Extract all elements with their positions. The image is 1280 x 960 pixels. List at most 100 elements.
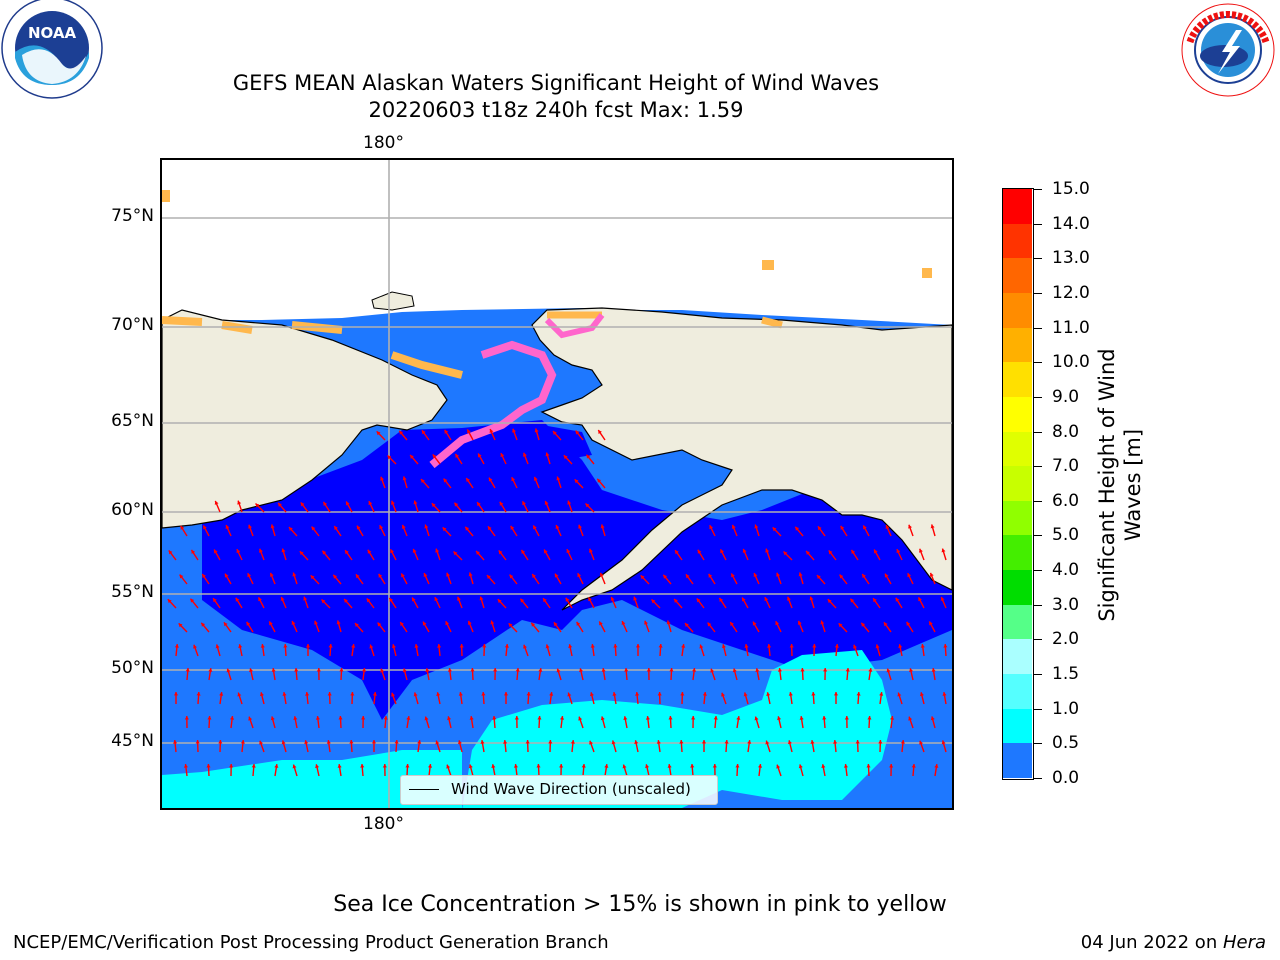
wave-direction-arrowhead — [798, 572, 803, 577]
wave-direction-arrowhead — [720, 549, 724, 554]
wave-direction-arrowhead — [840, 525, 845, 530]
wave-direction-arrowhead — [503, 740, 508, 744]
colorbar-tick — [1034, 431, 1042, 433]
wave-direction-arrowhead — [736, 716, 741, 720]
wave-direction-arrowhead — [839, 574, 844, 579]
wave-direction-arrowhead — [874, 549, 878, 554]
footer-date-text: 04 Jun 2022 on — [1080, 932, 1223, 953]
wave-direction-arrowhead — [621, 621, 626, 626]
legend-line-sample — [409, 789, 439, 790]
wave-direction-arrowhead — [486, 575, 491, 580]
wave-direction-arrowhead — [469, 716, 474, 720]
wave-direction-arrowhead — [423, 573, 428, 578]
wave-direction-arrowhead — [645, 764, 650, 769]
colorbar-segment — [1003, 604, 1032, 640]
wave-direction-arrowhead — [249, 668, 254, 673]
wave-direction-arrowhead — [699, 644, 704, 649]
wave-direction-arrowhead — [391, 692, 396, 697]
colorbar-tick — [1034, 708, 1042, 710]
wave-direction-arrowhead — [421, 430, 426, 435]
wave-direction-arrowhead — [567, 692, 572, 697]
wave-direction-arrowhead — [435, 548, 440, 553]
wave-direction-arrowhead — [833, 740, 838, 744]
footer-branch: NCEP/EMC/Verification Post Processing Pr… — [13, 932, 609, 953]
wave-direction-arrowhead — [942, 692, 947, 696]
wave-direction-arrowhead — [613, 644, 618, 648]
colorbar-segment — [1003, 708, 1032, 744]
wave-direction-arrowhead — [191, 549, 196, 554]
wave-direction-arrowhead — [333, 574, 338, 579]
colorbar-tick-label: 1.5 — [1052, 664, 1080, 685]
wave-direction-arrowhead — [743, 692, 748, 697]
colorbar-tick-label: 14.0 — [1052, 213, 1090, 234]
wave-direction-arrowhead — [604, 764, 609, 768]
legend-label: Wind Wave Direction (unscaled) — [451, 780, 691, 798]
wave-direction-arrowhead — [190, 598, 195, 603]
wave-direction-arrowhead — [356, 525, 361, 530]
wave-direction-arrowhead — [548, 740, 553, 744]
wave-direction-arrowhead — [334, 526, 338, 531]
wave-direction-arrowhead — [413, 500, 418, 505]
wave-direction-arrowhead — [809, 596, 814, 601]
wave-direction-arrowhead — [724, 740, 729, 744]
wave-direction-arrowhead — [367, 549, 372, 554]
wave-direction-arrowhead — [180, 525, 185, 530]
wave-direction-arrowhead — [354, 623, 359, 628]
wave-direction-arrowhead — [895, 597, 900, 602]
wave-direction-arrowhead — [447, 668, 453, 672]
wave-direction-arrowhead — [391, 500, 395, 505]
wave-direction-arrowhead — [446, 572, 451, 577]
wave-direction-arrowhead — [453, 551, 458, 556]
wave-direction-arrowhead — [246, 621, 251, 626]
wave-direction-arrowhead — [798, 764, 803, 769]
wave-direction-arrowhead — [315, 764, 320, 769]
wave-direction-arrowhead — [911, 764, 916, 768]
sea-ice-patch-3 — [162, 190, 170, 202]
wave-direction-arrowhead — [203, 525, 207, 530]
colorbar-tick — [1034, 500, 1042, 502]
wave-direction-arrowhead — [445, 621, 450, 626]
wave-direction-arrowhead — [709, 525, 714, 530]
wave-direction-arrowhead — [708, 573, 713, 578]
colorbar-tick — [1034, 778, 1042, 779]
wave-direction-arrowhead — [658, 644, 663, 648]
wave-direction-arrowhead — [586, 454, 591, 459]
colorbar-tick-label: 5.0 — [1052, 525, 1080, 546]
wave-direction-arrowhead — [269, 572, 274, 577]
wave-direction-arrowhead — [499, 501, 504, 506]
wave-direction-arrowhead — [271, 668, 276, 672]
wave-band-mid — [462, 650, 892, 808]
wave-direction-arrowhead — [492, 716, 497, 720]
graticule — [162, 160, 952, 808]
colorbar-tick — [1034, 362, 1042, 364]
wave-direction-arrowhead — [282, 692, 287, 696]
wave-direction-arrowhead — [777, 716, 782, 721]
wave-direction-arrowhead — [777, 668, 783, 672]
colorbar-tick-label: 10.0 — [1052, 352, 1090, 373]
wave-direction-arrowhead — [747, 740, 752, 744]
colorbar-tick — [1034, 223, 1042, 225]
wave-direction-arrowhead — [251, 764, 256, 768]
wave-direction-arrowhead — [207, 716, 212, 720]
wave-direction-arrowhead — [742, 597, 746, 602]
wave-direction-arrowhead — [270, 524, 275, 529]
wave-direction-arrowhead — [696, 598, 701, 603]
land-alaska — [531, 307, 952, 611]
wave-direction-arrowhead — [487, 526, 492, 531]
wave-direction-arrowhead — [406, 716, 411, 720]
wave-direction-arrowhead — [437, 644, 442, 648]
noaa-logo: NOAA — [0, 0, 104, 100]
wave-direction-arrowhead — [867, 716, 872, 720]
wave-direction-arrowhead — [742, 548, 747, 553]
wave-direction-arrowhead — [556, 668, 561, 673]
wave-direction-arrowhead — [929, 621, 933, 626]
wave-direction-arrowhead — [590, 644, 595, 648]
wave-direction-arrowhead — [336, 620, 341, 625]
noaa-logo-text: NOAA — [28, 24, 77, 42]
wave-direction-arrowhead — [481, 692, 486, 696]
wave-direction-arrowhead — [214, 500, 219, 505]
wave-direction-arrowhead — [402, 668, 407, 673]
wave-direction-arrowhead — [183, 764, 189, 768]
wave-direction-arrowhead — [908, 524, 913, 529]
wave-direction-arrowhead — [360, 764, 365, 768]
